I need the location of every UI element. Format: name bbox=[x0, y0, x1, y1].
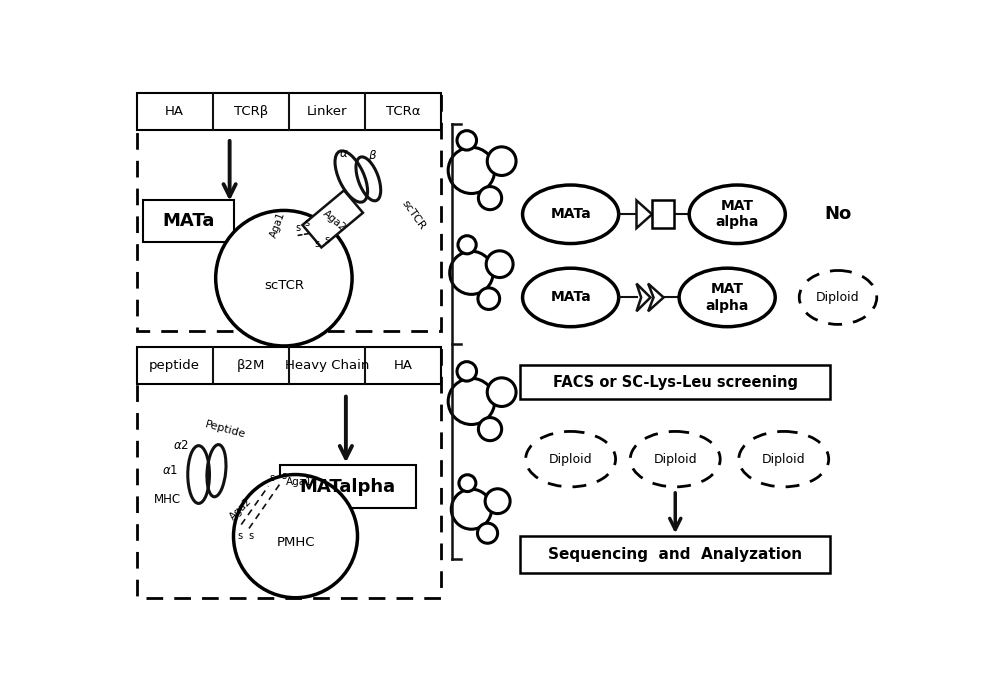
Circle shape bbox=[487, 378, 516, 406]
Text: MATa: MATa bbox=[550, 291, 591, 304]
Text: PMHC: PMHC bbox=[276, 536, 315, 549]
Ellipse shape bbox=[689, 185, 785, 243]
Circle shape bbox=[448, 147, 495, 194]
Text: $\alpha$1: $\alpha$1 bbox=[162, 464, 178, 477]
Bar bbox=[137, 93, 441, 130]
Text: $\alpha$2: $\alpha$2 bbox=[173, 439, 189, 451]
Text: No: No bbox=[824, 205, 852, 223]
Circle shape bbox=[459, 475, 476, 492]
Text: scTCR: scTCR bbox=[399, 198, 427, 232]
Polygon shape bbox=[302, 190, 363, 248]
Text: HA: HA bbox=[394, 359, 413, 372]
Text: MHC: MHC bbox=[154, 492, 181, 505]
Text: s: s bbox=[324, 235, 329, 246]
Bar bbox=[137, 348, 441, 385]
Text: TCRβ: TCRβ bbox=[234, 106, 268, 119]
Text: Linker: Linker bbox=[307, 106, 347, 119]
Text: FACS or SC-Lys-Leu screening: FACS or SC-Lys-Leu screening bbox=[553, 374, 798, 389]
Polygon shape bbox=[637, 201, 652, 228]
Text: HA: HA bbox=[165, 106, 184, 119]
Bar bbox=[137, 93, 441, 331]
Circle shape bbox=[234, 475, 358, 597]
Circle shape bbox=[457, 131, 477, 150]
Text: s: s bbox=[315, 239, 320, 248]
Text: MAT
alpha: MAT alpha bbox=[716, 199, 759, 229]
Text: MATa: MATa bbox=[550, 207, 591, 221]
Circle shape bbox=[486, 251, 513, 278]
Text: Aga2: Aga2 bbox=[228, 496, 254, 522]
Text: Aga1: Aga1 bbox=[268, 210, 287, 239]
Text: Sequencing  and  Analyzation: Sequencing and Analyzation bbox=[548, 547, 802, 562]
Ellipse shape bbox=[679, 268, 775, 327]
Bar bbox=[280, 465, 416, 507]
Text: scTCR: scTCR bbox=[264, 280, 304, 293]
Text: Heavy Chain: Heavy Chain bbox=[285, 359, 369, 372]
Bar bbox=[137, 348, 441, 597]
Text: s: s bbox=[295, 223, 300, 233]
Ellipse shape bbox=[523, 185, 619, 243]
Circle shape bbox=[458, 236, 476, 254]
Circle shape bbox=[478, 288, 500, 310]
Circle shape bbox=[485, 489, 510, 514]
Text: TCRα: TCRα bbox=[386, 106, 420, 119]
Ellipse shape bbox=[523, 268, 619, 327]
Circle shape bbox=[457, 361, 477, 381]
Circle shape bbox=[451, 489, 492, 529]
Text: s: s bbox=[305, 218, 310, 228]
Circle shape bbox=[487, 147, 516, 175]
Ellipse shape bbox=[799, 271, 877, 325]
Text: MATalpha: MATalpha bbox=[299, 478, 395, 496]
Bar bbox=[143, 200, 234, 242]
Circle shape bbox=[216, 211, 352, 346]
Text: s: s bbox=[281, 471, 286, 481]
Polygon shape bbox=[637, 284, 650, 311]
Text: MAT
alpha: MAT alpha bbox=[705, 282, 749, 312]
Text: β2M: β2M bbox=[237, 359, 265, 372]
Ellipse shape bbox=[739, 432, 829, 487]
Circle shape bbox=[448, 379, 495, 424]
Circle shape bbox=[477, 523, 498, 544]
Text: Diploid: Diploid bbox=[762, 453, 806, 466]
Polygon shape bbox=[648, 284, 664, 311]
Text: $\beta$: $\beta$ bbox=[368, 148, 378, 164]
Text: Diploid: Diploid bbox=[549, 453, 592, 466]
Bar bbox=[652, 201, 674, 228]
Text: Diploid: Diploid bbox=[653, 453, 697, 466]
Circle shape bbox=[478, 417, 502, 441]
Text: s: s bbox=[248, 531, 253, 541]
Text: $\alpha$: $\alpha$ bbox=[339, 147, 348, 160]
Text: Aga2: Aga2 bbox=[321, 208, 348, 233]
Text: MATa: MATa bbox=[162, 212, 215, 231]
Circle shape bbox=[450, 251, 493, 295]
Text: Aga1: Aga1 bbox=[286, 477, 313, 487]
Bar bbox=[520, 365, 830, 399]
Text: s: s bbox=[270, 473, 275, 484]
Ellipse shape bbox=[526, 432, 616, 487]
Text: Diploid: Diploid bbox=[816, 291, 860, 304]
Text: s: s bbox=[237, 531, 242, 541]
Text: peptide: peptide bbox=[149, 359, 200, 372]
Ellipse shape bbox=[630, 432, 720, 487]
Circle shape bbox=[478, 187, 502, 209]
Bar bbox=[520, 536, 830, 573]
Text: Peptide: Peptide bbox=[204, 419, 247, 440]
